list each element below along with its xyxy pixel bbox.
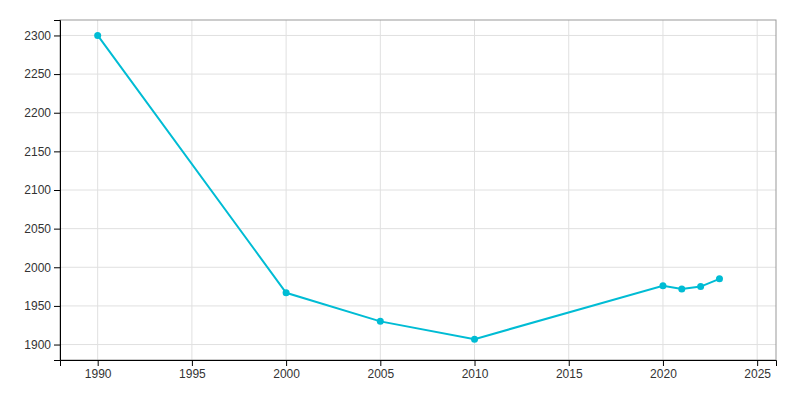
tick: 2000 xyxy=(273,360,300,381)
tick: 2150 xyxy=(24,145,60,159)
axis-line xyxy=(61,361,777,367)
grid-line xyxy=(60,190,776,191)
tick-mark xyxy=(54,151,60,152)
tick-mark xyxy=(54,267,60,268)
tick-label: 2150 xyxy=(24,145,51,159)
tick-label: 1995 xyxy=(179,367,206,381)
tick-mark xyxy=(54,35,60,36)
point xyxy=(659,282,666,289)
tick: 1995 xyxy=(179,360,206,381)
grid-line xyxy=(60,151,776,152)
marks xyxy=(94,32,723,343)
grid-line xyxy=(60,35,776,36)
tick-mark xyxy=(663,360,664,366)
tick: 2025 xyxy=(744,360,771,381)
tick-mark xyxy=(286,360,287,366)
tick-mark xyxy=(475,360,476,366)
grid-line xyxy=(60,112,776,113)
tick: 1990 xyxy=(85,360,112,381)
tick-mark xyxy=(54,190,60,191)
tick-mark xyxy=(569,360,570,366)
grid xyxy=(60,20,776,360)
point xyxy=(716,275,723,282)
plot-frame xyxy=(60,20,776,360)
tick: 2010 xyxy=(462,360,489,381)
tick-label: 2025 xyxy=(744,367,771,381)
tick: 2015 xyxy=(556,360,583,381)
tick: 2200 xyxy=(24,106,60,120)
tick-mark xyxy=(54,74,60,75)
tick-mark xyxy=(54,345,60,346)
point xyxy=(283,289,290,296)
tick: 2020 xyxy=(650,360,677,381)
tick: 2000 xyxy=(24,261,60,275)
y-axis: 1900 1950 2000 2050 2100 2150 2200 2250 2300 xyxy=(24,21,60,361)
tick-label: 1950 xyxy=(24,299,51,313)
tick-label: 2005 xyxy=(367,367,394,381)
tick-label: 2000 xyxy=(273,367,300,381)
tick-label: 2020 xyxy=(650,367,677,381)
tick-mark xyxy=(757,360,758,366)
tick: 2050 xyxy=(24,222,60,236)
tick-label: 2300 xyxy=(24,29,51,43)
tick-label: 2000 xyxy=(24,261,51,275)
tick: 2300 xyxy=(24,29,60,43)
tick-mark xyxy=(98,360,99,366)
tick-mark xyxy=(54,113,60,114)
tick-label: 2050 xyxy=(24,222,51,236)
x-axis: 1990 1995 2000 2005 2010 2015 2020 2025 xyxy=(61,360,777,381)
grid-line xyxy=(60,267,776,268)
grid-line xyxy=(60,228,776,229)
tick-label: 2010 xyxy=(462,367,489,381)
point xyxy=(377,318,384,325)
tick: 2100 xyxy=(24,183,60,197)
point xyxy=(678,285,685,292)
tick: 1950 xyxy=(24,299,60,313)
tick: 2005 xyxy=(367,360,394,381)
tick-mark xyxy=(54,229,60,230)
tick-mark xyxy=(192,360,193,366)
tick-label: 2200 xyxy=(24,106,51,120)
tick: 1900 xyxy=(24,338,60,352)
tick-label: 1900 xyxy=(24,338,51,352)
point xyxy=(94,32,101,39)
chart: 1990 1995 2000 2005 2010 2015 2020 2025 1900 1950… xyxy=(0,0,800,400)
tick-mark xyxy=(380,360,381,366)
grid-line xyxy=(60,305,776,306)
plot: 1990 1995 2000 2005 2010 2015 2020 2025 1900 1950… xyxy=(24,20,776,381)
point xyxy=(471,336,478,343)
tick-label: 2250 xyxy=(24,67,51,81)
tick-mark xyxy=(54,306,60,307)
tick-label: 2100 xyxy=(24,183,51,197)
line xyxy=(98,35,720,339)
axis-line xyxy=(54,21,61,361)
point xyxy=(697,283,704,290)
tick-label: 1990 xyxy=(85,367,112,381)
grid-line xyxy=(60,344,776,345)
grid-line xyxy=(60,74,776,75)
tick: 2250 xyxy=(24,67,60,81)
tick-label: 2015 xyxy=(556,367,583,381)
